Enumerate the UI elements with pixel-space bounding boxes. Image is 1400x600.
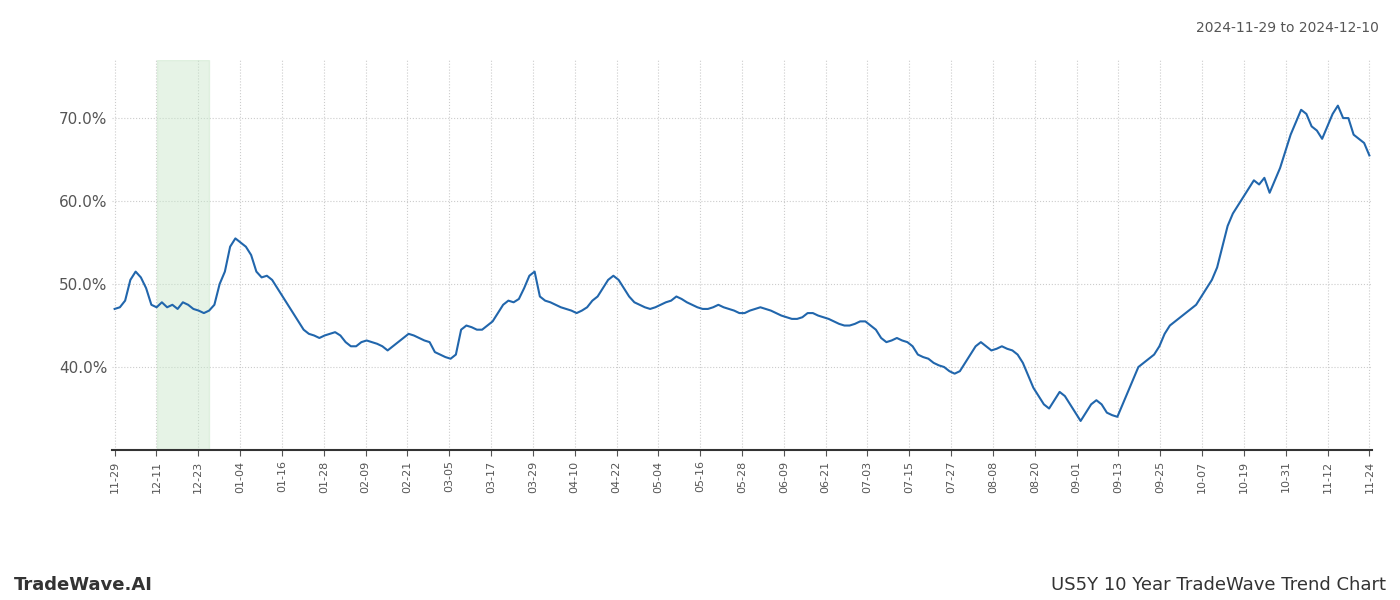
Text: US5Y 10 Year TradeWave Trend Chart: US5Y 10 Year TradeWave Trend Chart xyxy=(1051,576,1386,594)
Bar xyxy=(157,60,209,450)
Text: TradeWave.AI: TradeWave.AI xyxy=(14,576,153,594)
Text: 2024-11-29 to 2024-12-10: 2024-11-29 to 2024-12-10 xyxy=(1196,21,1379,35)
